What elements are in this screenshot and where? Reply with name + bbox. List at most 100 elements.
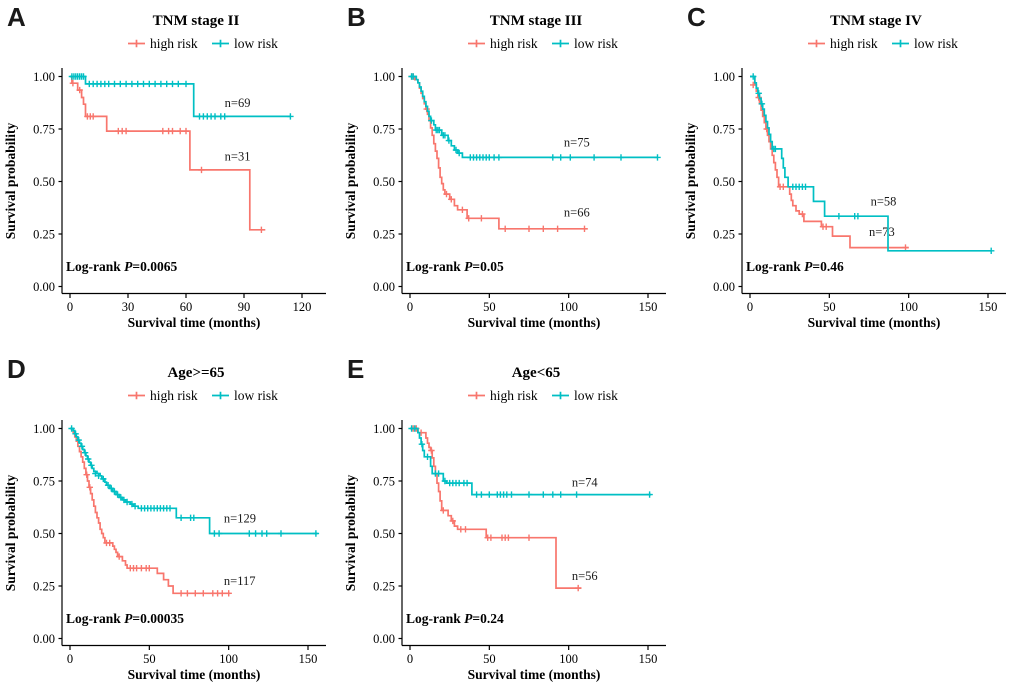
legend-item-low-risk: low risk [212, 388, 278, 403]
censor-marks-low-risk [408, 73, 661, 161]
panel-letter-b: B [347, 2, 366, 32]
y-tick-label: 0.00 [33, 632, 55, 646]
axis-lines [401, 420, 666, 647]
legend-label: low risk [574, 388, 618, 403]
p-value-label: Log-rank P=0.05 [406, 259, 504, 274]
legend-label: low risk [234, 388, 278, 403]
legend-item-low-risk: low risk [552, 36, 618, 51]
x-axis-label: Survival time (months) [808, 315, 941, 330]
n-label-high-risk: n=56 [572, 569, 598, 583]
x-tick-label: 150 [639, 300, 658, 314]
panel-letter-c: C [687, 2, 706, 32]
legend-label: high risk [490, 36, 538, 51]
n-label-low-risk: n=58 [871, 195, 897, 209]
legend-key-icon [468, 39, 485, 48]
n-label-high-risk: n=117 [224, 574, 256, 588]
y-tick-label: 1.00 [33, 422, 55, 436]
y-tick-label: 0.75 [373, 474, 395, 488]
x-tick-label: 0 [67, 300, 73, 314]
x-axis-label: Survival time (months) [468, 667, 601, 682]
curve-high-risk [410, 427, 582, 589]
axis-lines [61, 420, 326, 647]
y-tick-label: 0.50 [373, 175, 395, 189]
legend: high risk low risk [128, 36, 278, 51]
legend: high risk low risk [128, 388, 278, 403]
y-tick-label: 0.25 [33, 579, 55, 593]
legend-key-icon [552, 39, 569, 48]
x-axis-label: Survival time (months) [128, 667, 261, 682]
censor-marks-high-risk [408, 73, 588, 232]
axes: 1.00 0.75 0.50 0.25 0.00 0 30 60 90 120 [33, 68, 326, 314]
x-tick-label: 100 [559, 652, 578, 666]
x-tick-label: 0 [407, 300, 413, 314]
p-value-label: Log-rank P=0.0065 [66, 259, 177, 274]
survival-plot-age-lt-65: Age<65 high risk low risk 1.00 0.75 0.50 0.25 0… [343, 365, 666, 682]
x-axis-label: Survival time (months) [128, 315, 261, 330]
y-tick-label: 0.50 [373, 527, 395, 541]
x-tick-label: 0 [67, 652, 73, 666]
survival-plot-tnm-stage-2: TNM stage II high risk low risk 1.00 0.75 0.5… [3, 13, 326, 330]
panel-title: TNM stage III [490, 13, 583, 29]
x-tick-label: 150 [299, 652, 318, 666]
curve-high-risk [750, 75, 909, 249]
curve-high-risk [410, 75, 588, 230]
axes: 1.00 0.75 0.50 0.25 0.00 0 50 100 150 [713, 68, 1006, 314]
y-tick-label: 0.50 [713, 175, 735, 189]
p-value-label: Log-rank P=0.24 [406, 611, 504, 626]
curve-high-risk [70, 427, 231, 595]
y-tick-label: 0.25 [373, 227, 395, 241]
panel-letter-e: E [347, 354, 365, 384]
x-tick-label: 50 [483, 652, 496, 666]
x-tick-label: 90 [238, 300, 251, 314]
x-tick-label: 150 [979, 300, 998, 314]
legend-label: low risk [914, 36, 958, 51]
y-tick-label: 0.50 [33, 175, 55, 189]
legend-item-high-risk: high risk [128, 36, 198, 51]
y-tick-label: 1.00 [33, 70, 55, 84]
y-tick-label: 0.25 [33, 227, 55, 241]
censor-marks-low-risk [68, 73, 294, 120]
legend-item-high-risk: high risk [808, 36, 878, 51]
legend: high risk low risk [468, 36, 618, 51]
censor-marks-high-risk [69, 80, 265, 233]
axis-lines [61, 68, 326, 295]
x-tick-label: 0 [747, 300, 753, 314]
axis-lines [741, 68, 1006, 295]
y-tick-label: 1.00 [373, 422, 395, 436]
legend-key-icon [128, 39, 145, 48]
y-tick-label: 0.75 [33, 474, 55, 488]
y-tick-label: 0.00 [33, 280, 55, 294]
y-axis-label: Survival probability [343, 475, 358, 592]
x-tick-label: 50 [483, 300, 496, 314]
legend-item-low-risk: low risk [892, 36, 958, 51]
survival-plot-age-ge-65: Age>=65 high risk low risk 1.00 0.75 0.50 0.25… [3, 365, 326, 682]
panel-title: Age<65 [512, 365, 561, 381]
n-label-high-risk: n=31 [225, 150, 251, 164]
legend-item-high-risk: high risk [468, 36, 538, 51]
panel-e: E Age<65 high risk low risk 1.00 0.75 0.50 0.2… [340, 352, 680, 685]
n-label-low-risk: n=75 [564, 135, 590, 149]
x-tick-label: 0 [407, 652, 413, 666]
y-axis-label: Survival probability [683, 123, 698, 240]
censor-marks-low-risk [68, 425, 320, 537]
y-tick-label: 0.00 [373, 280, 395, 294]
panel-title: TNM stage II [153, 13, 240, 29]
panel-title: Age>=65 [167, 365, 224, 381]
legend-item-low-risk: low risk [552, 388, 618, 403]
legend-label: high risk [150, 36, 198, 51]
censor-marks-low-risk [750, 73, 995, 254]
axes: 1.00 0.75 0.50 0.25 0.00 0 50 100 150 [33, 420, 326, 666]
panel-letter-d: D [7, 354, 26, 384]
axes: 1.00 0.75 0.50 0.25 0.00 0 50 100 150 [373, 68, 666, 314]
y-tick-label: 0.50 [33, 527, 55, 541]
panel-b: B TNM stage III high risk low risk 1.00 0.75… [340, 0, 680, 333]
n-label-low-risk: n=74 [572, 475, 599, 489]
legend-key-icon [552, 391, 569, 400]
axis-lines [401, 68, 666, 295]
x-tick-label: 150 [639, 652, 658, 666]
censor-marks-low-risk [408, 425, 653, 498]
n-label-high-risk: n=73 [869, 225, 895, 239]
panel-a: A TNM stage II high risk low risk 1.00 0.75 0… [0, 0, 340, 333]
y-tick-label: 0.75 [33, 122, 55, 136]
